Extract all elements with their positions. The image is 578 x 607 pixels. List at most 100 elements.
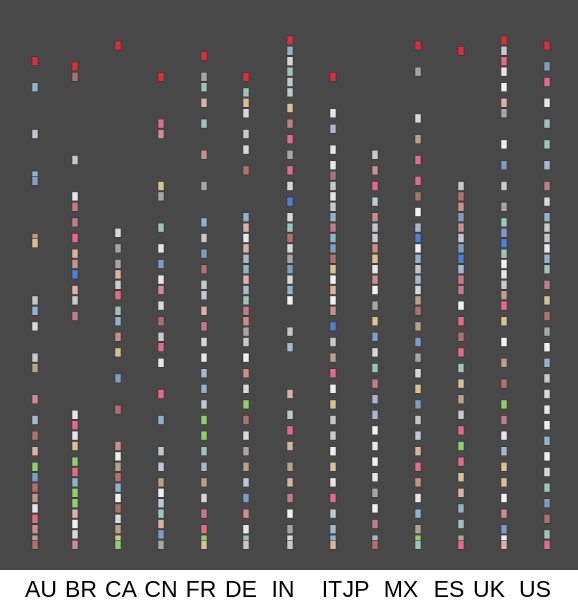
thumbnail: [287, 265, 293, 274]
thumbnail: [458, 317, 464, 326]
thumbnail: [201, 291, 207, 300]
thumbnail: [72, 530, 78, 539]
thumbnail: [415, 369, 421, 378]
thumbnail: [330, 124, 336, 133]
thumbnail: [243, 109, 249, 118]
thumbnail: [544, 161, 550, 170]
thumbnail: [372, 364, 378, 373]
thumbnail: [115, 442, 121, 451]
thumbnail: [501, 140, 507, 149]
thumbnail: [287, 327, 293, 336]
thumbnail: [501, 46, 507, 55]
thumbnail: [501, 317, 507, 326]
thumbnail: [72, 488, 78, 497]
thumbnail: [458, 202, 464, 211]
thumbnail: [415, 192, 421, 201]
thumbnail: [544, 452, 550, 461]
thumbnail: [32, 525, 38, 534]
thumbnail: [115, 244, 121, 253]
column-mx: [415, 41, 421, 549]
thumbnail: [287, 234, 293, 243]
thumbnail: [330, 462, 336, 471]
thumbnail: [330, 384, 336, 393]
thumbnail: [501, 400, 507, 409]
thumbnail: [243, 416, 249, 425]
thumbnail: [201, 494, 207, 503]
thumbnail: [501, 462, 507, 471]
thumbnail: [501, 57, 507, 66]
thumbnail: [243, 431, 249, 440]
thumbnail: [544, 78, 550, 87]
thumbnail: [72, 202, 78, 211]
thumbnail: [501, 301, 507, 310]
thumbnail: [243, 296, 249, 305]
thumbnail: [372, 275, 378, 284]
thumbnail: [72, 457, 78, 466]
thumbnail: [243, 462, 249, 471]
thumbnail: [544, 390, 550, 399]
thumbnail: [372, 150, 378, 159]
thumbnail: [458, 275, 464, 284]
thumbnail: [415, 494, 421, 503]
thumbnail: [501, 338, 507, 347]
plot-area: [0, 0, 578, 570]
thumbnail: [243, 265, 249, 274]
thumbnail: [201, 416, 207, 425]
thumbnail: [243, 509, 249, 518]
thumbnail: [330, 254, 336, 263]
thumbnail: [32, 473, 38, 482]
thumbnail: [287, 213, 293, 222]
thumbnail: [287, 426, 293, 435]
thumbnail: [32, 416, 38, 425]
thumbnail: [32, 462, 38, 471]
column-it: [330, 72, 336, 549]
thumbnail: [372, 520, 378, 529]
thumbnail: [243, 327, 249, 336]
thumbnail: [501, 358, 507, 367]
thumbnail: [415, 156, 421, 165]
thumbnail: [32, 431, 38, 440]
thumbnail: [287, 166, 293, 175]
thumbnail: [243, 540, 249, 549]
thumbnail: [287, 36, 293, 45]
thumbnail: [158, 301, 164, 310]
thumbnail: [72, 218, 78, 227]
thumbnail: [201, 369, 207, 378]
thumbnail: [330, 447, 336, 456]
thumbnail: [458, 540, 464, 549]
thumbnail: [243, 166, 249, 175]
thumbnail: [415, 254, 421, 263]
column-fr: [201, 52, 207, 550]
thumbnail: [72, 421, 78, 430]
thumbnail: [287, 410, 293, 419]
thumbnail: [287, 119, 293, 128]
thumbnail: [243, 286, 249, 295]
thumbnail: [201, 98, 207, 107]
thumbnail: [544, 327, 550, 336]
thumbnail: [201, 447, 207, 456]
x-tick-label: ES: [434, 576, 465, 602]
thumbnail: [158, 223, 164, 232]
thumbnail: [458, 364, 464, 373]
thumbnail: [372, 317, 378, 326]
thumbnail: [415, 353, 421, 362]
thumbnail: [243, 400, 249, 409]
thumbnail: [544, 540, 550, 549]
thumbnail: [458, 504, 464, 513]
thumbnail: [115, 483, 121, 492]
thumbnail: [415, 208, 421, 217]
thumbnail: [544, 405, 550, 414]
thumbnail: [501, 83, 507, 92]
thumbnail: [201, 306, 207, 315]
thumbnail: [32, 514, 38, 523]
thumbnail: [544, 197, 550, 206]
thumbnail: [501, 239, 507, 248]
thumbnail: [415, 416, 421, 425]
thumbnail: [330, 416, 336, 425]
thumbnail: [372, 379, 378, 388]
thumbnail: [501, 109, 507, 118]
thumbnail: [243, 234, 249, 243]
thumbnail: [330, 192, 336, 201]
thumbnail: [330, 286, 336, 295]
thumbnail: [287, 244, 293, 253]
